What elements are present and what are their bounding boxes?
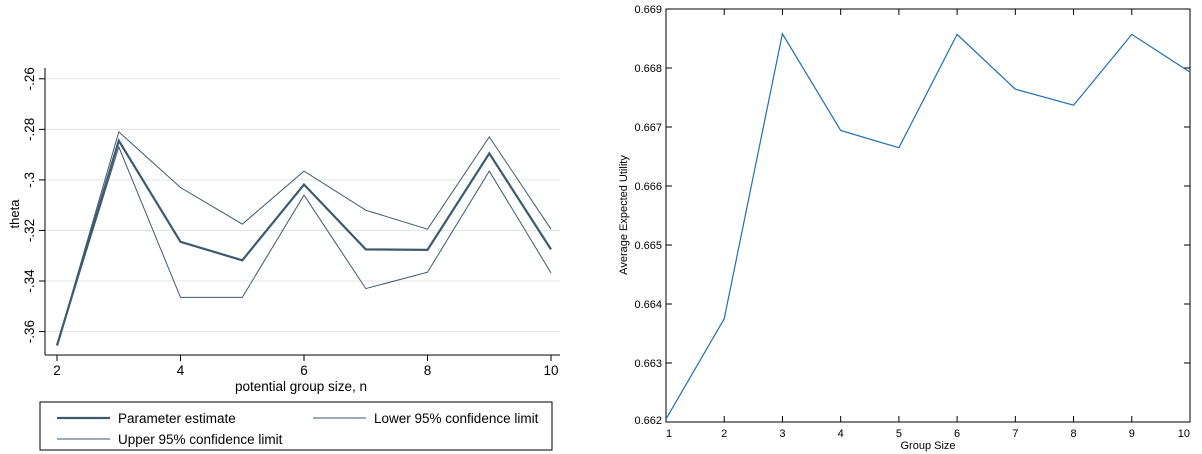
right-series bbox=[665, 32, 1191, 420]
left-y-tick-label: -.32 bbox=[22, 219, 37, 242]
right-plot-frame bbox=[665, 8, 1191, 423]
left-x-tick-label: 4 bbox=[177, 363, 185, 378]
legend-box bbox=[39, 401, 553, 451]
right-x-tick-label: 10 bbox=[1178, 428, 1190, 440]
right-y-tick-label: 0.666 bbox=[634, 181, 662, 193]
left-x-tick-label: 8 bbox=[424, 363, 432, 378]
legend-label-lower-limit: Lower 95% confidence limit bbox=[374, 411, 539, 426]
right-x-axis-title: Group Size bbox=[900, 440, 955, 452]
right-y-tick-label: 0.667 bbox=[634, 122, 662, 134]
left-y-tick-label: -.36 bbox=[22, 320, 37, 343]
right-y-tick-label: 0.663 bbox=[634, 358, 662, 370]
left-y-tick-label: -.28 bbox=[22, 118, 37, 141]
right-x-tick-label: 9 bbox=[1129, 428, 1135, 440]
left-x-tick-label: 6 bbox=[300, 363, 308, 378]
right-y-ticks: 0.662 0.663 0.664 0.665 0.666 0.667 0.668 0.669 bbox=[634, 4, 1190, 427]
right-y-tick-label: 0.662 bbox=[634, 415, 662, 427]
left-y-tick-label: -.26 bbox=[22, 67, 37, 90]
right-x-tick-label: 3 bbox=[779, 428, 785, 440]
right-x-ticks: 1 2 3 4 5 6 7 8 9 10 bbox=[665, 9, 1191, 440]
right-chart: 0.662 0.663 0.664 0.665 0.666 0.667 0.668 0.669… bbox=[618, 4, 1191, 452]
right-y-tick-label: 0.668 bbox=[634, 63, 662, 75]
left-y-tick-label: -.34 bbox=[22, 269, 37, 293]
right-x-tick-label: 1 bbox=[666, 428, 672, 440]
left-x-tick-label: 10 bbox=[543, 363, 558, 378]
left-y-axis-title: theta bbox=[7, 199, 22, 229]
left-legend: Parameter estimate Lower 95% confidence … bbox=[39, 401, 553, 451]
left-gridlines bbox=[45, 78, 560, 333]
right-y-tick-label: 0.665 bbox=[634, 240, 662, 252]
right-series-line bbox=[665, 32, 1191, 420]
right-x-tick-label: 5 bbox=[896, 428, 902, 440]
left-y-tick-label: -.3 bbox=[22, 172, 37, 188]
legend-label-parameter-estimate: Parameter estimate bbox=[118, 411, 236, 426]
left-series-parameter-estimate bbox=[55, 138, 552, 346]
right-x-tick-label: 6 bbox=[954, 428, 960, 440]
left-series bbox=[55, 130, 552, 346]
legend-label-upper-limit: Upper 95% confidence limit bbox=[118, 432, 283, 447]
right-y-tick-label: 0.664 bbox=[634, 299, 662, 311]
left-series-upper-95-confidence-limit bbox=[56, 130, 552, 346]
right-x-tick-label: 2 bbox=[721, 428, 727, 440]
left-series-lower-95-confidence-limit bbox=[56, 145, 552, 346]
right-x-tick-label: 7 bbox=[1012, 428, 1018, 440]
left-chart: -.36 -.34 -.32 -.3 -.28 -.26 2 4 6 8 10 theta pot… bbox=[7, 67, 560, 451]
left-x-axis-title: potential group size, n bbox=[235, 379, 367, 394]
right-x-tick-label: 4 bbox=[838, 428, 844, 440]
left-y-ticks: -.36 -.34 -.32 -.3 -.28 -.26 bbox=[22, 67, 45, 343]
left-x-ticks: 2 4 6 8 10 bbox=[53, 355, 559, 378]
right-x-tick-label: 8 bbox=[1070, 428, 1076, 440]
left-x-tick-label: 2 bbox=[53, 363, 61, 378]
right-y-tick-label: 0.669 bbox=[634, 4, 662, 16]
right-y-axis-title: Average Expected Utility bbox=[618, 155, 630, 275]
